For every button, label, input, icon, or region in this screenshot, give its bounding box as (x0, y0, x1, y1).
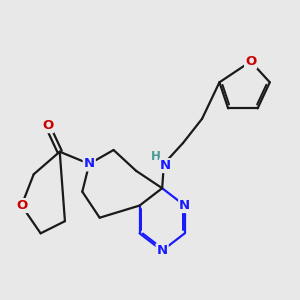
Text: N: N (157, 244, 168, 257)
Text: H: H (151, 150, 161, 163)
Text: O: O (16, 199, 27, 212)
Text: N: N (179, 199, 190, 212)
Text: O: O (42, 119, 53, 132)
Text: O: O (245, 55, 256, 68)
Text: N: N (84, 158, 95, 170)
Text: N: N (160, 159, 171, 172)
